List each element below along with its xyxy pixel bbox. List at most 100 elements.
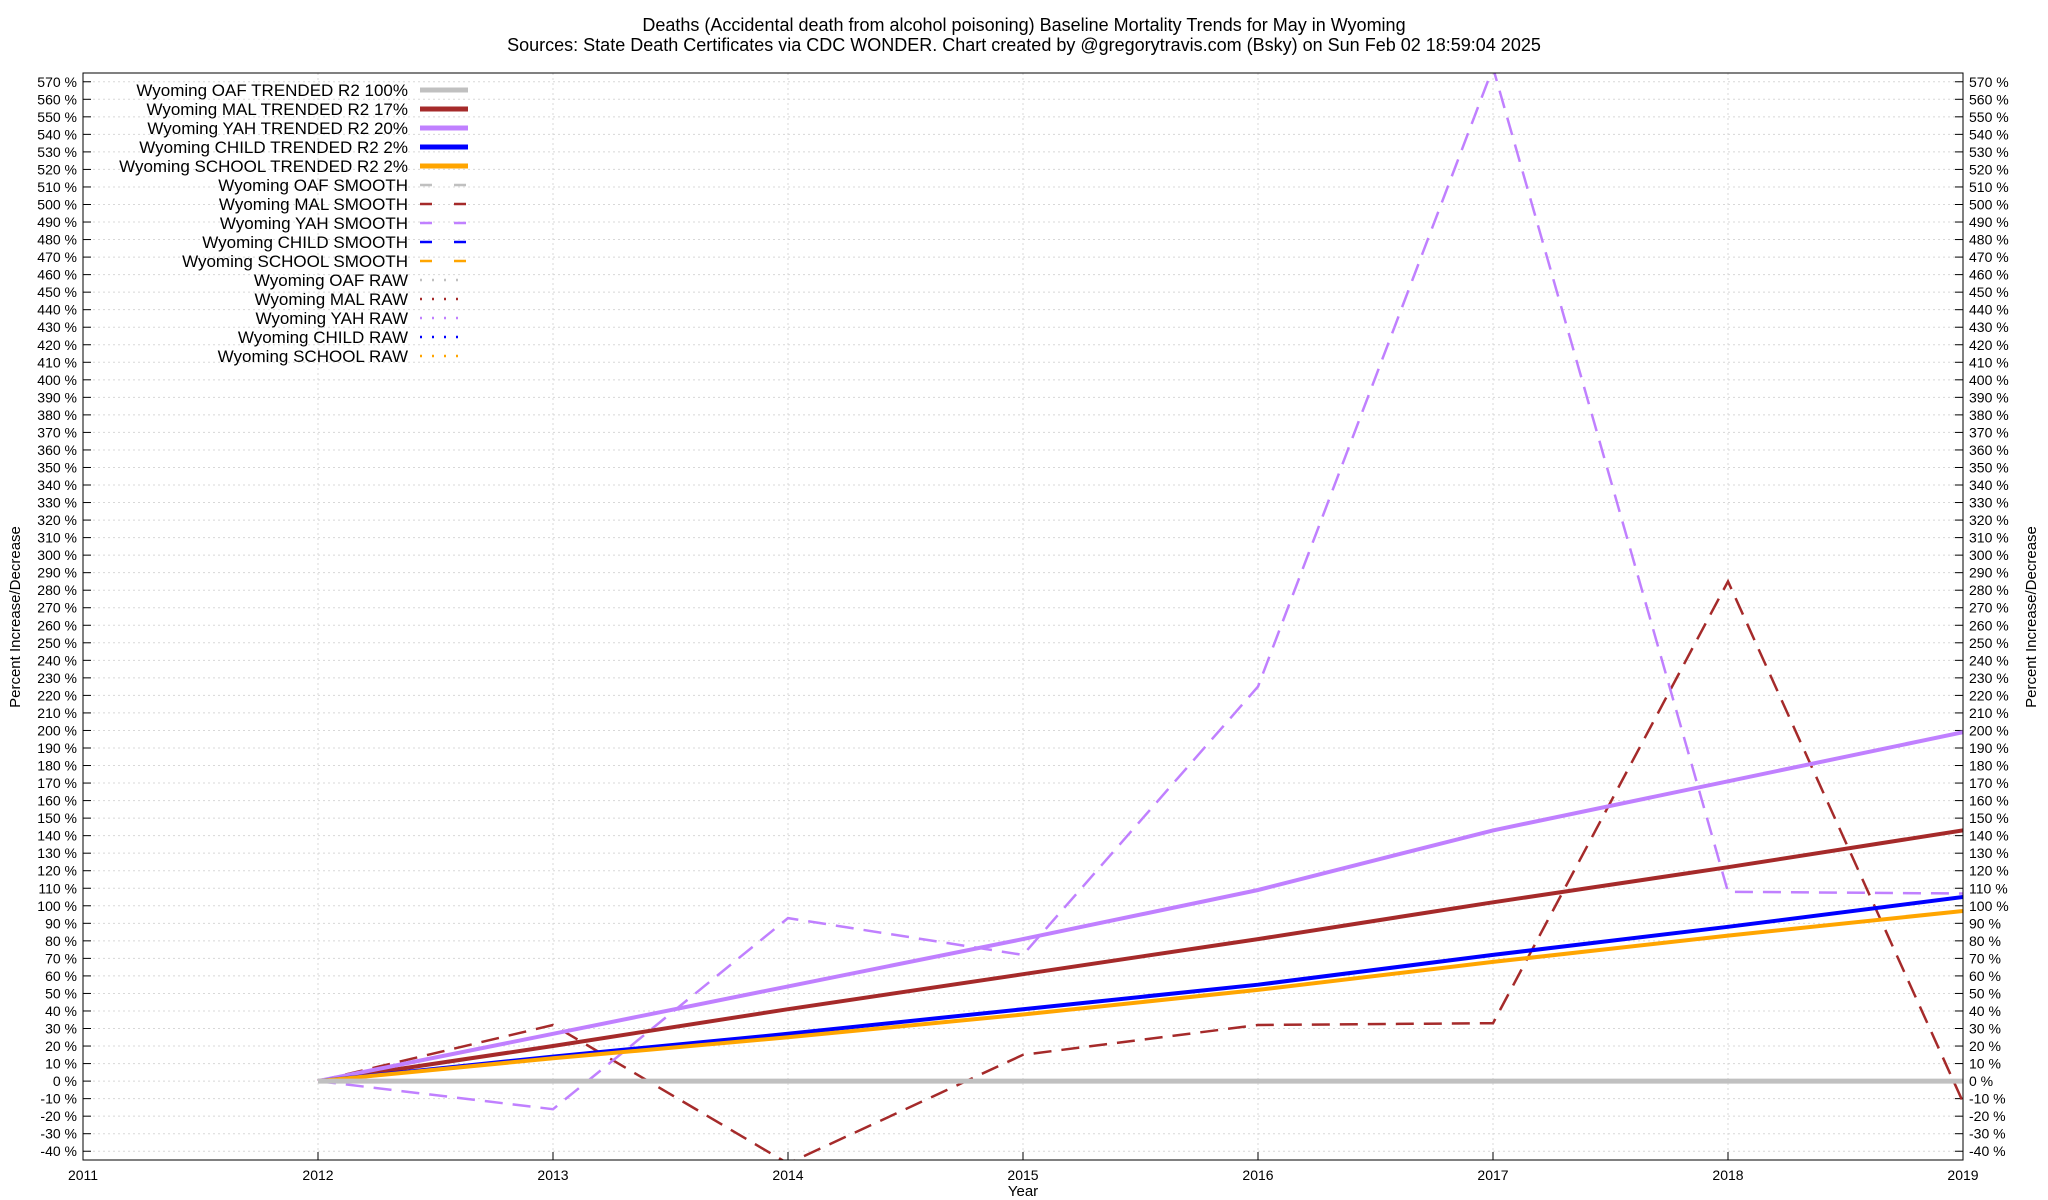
x-tick-label: 2016 [1242, 1167, 1273, 1183]
y-tick-label-left: 460 % [37, 267, 77, 283]
y-tick-label-right: 180 % [1969, 758, 2009, 774]
y-tick-label-left: 520 % [37, 161, 77, 177]
y-tick-label-right: 320 % [1969, 512, 2009, 528]
y-tick-label-right: 300 % [1969, 547, 2009, 563]
y-tick-label-right: 530 % [1969, 144, 2009, 160]
y-tick-label-right: 240 % [1969, 652, 2009, 668]
y-tick-label-right: 450 % [1969, 284, 2009, 300]
y-tick-label-right: 290 % [1969, 565, 2009, 581]
y-tick-label-right: 110 % [1969, 880, 2008, 896]
y-tick-label-left: 140 % [37, 828, 77, 844]
y-tick-label-left: 530 % [37, 144, 77, 160]
y-tick-label-right: 420 % [1969, 337, 2009, 353]
y-tick-label-right: 60 % [1969, 968, 2001, 984]
y-tick-label-right: 210 % [1969, 705, 2009, 721]
x-axis-label: Year [1008, 1183, 1038, 1200]
y-tick-label-right: 140 % [1969, 828, 2009, 844]
legend-label: Wyoming OAF RAW [254, 271, 408, 290]
y-tick-label-right: 480 % [1969, 232, 2009, 248]
y-tick-label-left: 420 % [37, 337, 77, 353]
y-tick-label-right: 220 % [1969, 687, 2009, 703]
y-tick-label-left: 230 % [37, 670, 77, 686]
legend-label: Wyoming SCHOOL TRENDED R2 2% [119, 157, 408, 176]
y-tick-label-left: 410 % [37, 354, 77, 370]
axis-ticks: -40 % -40 %-30 % -30 %-20 % -20 %-10 % -10 %… [37, 74, 2008, 1183]
y-tick-label-left: 490 % [37, 214, 77, 230]
y-tick-label-right: 260 % [1969, 617, 2009, 633]
y-tick-label-right: 160 % [1969, 793, 2009, 809]
plot-frame [82, 72, 1964, 1161]
x-tick-label: 2013 [537, 1167, 568, 1183]
y-tick-label-right: 330 % [1969, 495, 2009, 511]
y-tick-label-right: -30 % [1969, 1126, 2006, 1142]
y-tick-label-right: 520 % [1969, 161, 2009, 177]
y-tick-label-right: 430 % [1969, 319, 2009, 335]
y-tick-label-right: 170 % [1969, 775, 2009, 791]
chart-title: Deaths (Accidental death from alcohol po… [642, 15, 1405, 35]
x-tick-label: 2018 [1712, 1167, 1743, 1183]
legend-label: Wyoming SCHOOL RAW [218, 347, 408, 366]
y-tick-label-left: 200 % [37, 722, 77, 738]
y-tick-label-right: 90 % [1969, 915, 2001, 931]
y-tick-label-left: 510 % [37, 179, 77, 195]
legend-label: Wyoming OAF TRENDED R2 100% [136, 81, 408, 100]
y-tick-label-right: 50 % [1969, 985, 2001, 1001]
x-tick-label: 2012 [302, 1167, 333, 1183]
legend: Wyoming OAF TRENDED R2 100%Wyoming MAL T… [119, 81, 468, 366]
y-tick-label-right: 20 % [1969, 1038, 2001, 1054]
y-tick-label-right: 40 % [1969, 1003, 2001, 1019]
y-tick-label-right: 0 % [1969, 1073, 1993, 1089]
y-tick-label-right: -20 % [1969, 1108, 2006, 1124]
y-tick-label-left: 100 % [37, 898, 77, 914]
y-tick-label-left: 190 % [37, 740, 77, 756]
x-tick-label: 2014 [772, 1167, 803, 1183]
y-tick-label-right: 350 % [1969, 459, 2009, 475]
y-tick-label-right: 550 % [1969, 109, 2009, 125]
y-tick-label-left: 290 % [37, 565, 77, 581]
y-tick-label-right: 440 % [1969, 302, 2009, 318]
y-tick-label-right: 30 % [1969, 1021, 2001, 1037]
y-tick-label-left: 220 % [37, 687, 77, 703]
legend-label: Wyoming YAH SMOOTH [220, 214, 408, 233]
y-tick-label-right: 380 % [1969, 407, 2009, 423]
y-tick-label-left: 340 % [37, 477, 77, 493]
y-tick-label-left: 130 % [37, 845, 77, 861]
y-tick-label-left: 240 % [37, 652, 77, 668]
y-tick-label-right: 280 % [1969, 582, 2009, 598]
y-tick-label-left: 500 % [37, 196, 77, 212]
y-tick-label-right: 310 % [1969, 530, 2009, 546]
y-tick-label-right: 120 % [1969, 863, 2009, 879]
y-tick-label-left: 270 % [37, 600, 77, 616]
series-line-4 [317, 909, 1963, 1084]
y-tick-label-left: 450 % [37, 284, 77, 300]
y-tick-label-right: 100 % [1969, 898, 2009, 914]
chart-subtitle: Sources: State Death Certificates via CD… [507, 35, 1541, 55]
y-tick-label-right: 270 % [1969, 600, 2009, 616]
y-tick-label-right: -40 % [1969, 1143, 2006, 1159]
legend-label: Wyoming OAF SMOOTH [218, 176, 408, 195]
x-tick-label: 2019 [1947, 1167, 1978, 1183]
y-tick-label-left: -30 % [40, 1126, 77, 1142]
y-tick-label-right: 190 % [1969, 740, 2009, 756]
y-tick-label-right: 360 % [1969, 442, 2009, 458]
y-tick-label-left: 250 % [37, 635, 77, 651]
y-tick-label-left: 310 % [37, 530, 77, 546]
y-tick-label-left: 40 % [45, 1003, 77, 1019]
y-tick-label-right: 390 % [1969, 389, 2009, 405]
y-tick-label-right: 460 % [1969, 267, 2009, 283]
y-tick-label-left: 430 % [37, 319, 77, 335]
y-tick-label-left: 370 % [37, 424, 77, 440]
y-tick-label-left: 540 % [37, 126, 77, 142]
y-tick-label-right: 410 % [1969, 354, 2009, 370]
y-tick-label-left: 10 % [45, 1056, 77, 1072]
y-tick-label-left: 560 % [37, 91, 77, 107]
y-tick-label-left: 120 % [37, 863, 77, 879]
y-tick-label-left: 380 % [37, 407, 77, 423]
y-tick-label-left: 400 % [37, 372, 77, 388]
y-tick-label-left: 180 % [37, 758, 77, 774]
x-tick-label: 2011 [68, 1167, 98, 1183]
y-tick-label-left: 0 % [53, 1073, 77, 1089]
y-tick-label-right: 70 % [1969, 950, 2001, 966]
y-tick-label-left: 80 % [45, 933, 77, 949]
